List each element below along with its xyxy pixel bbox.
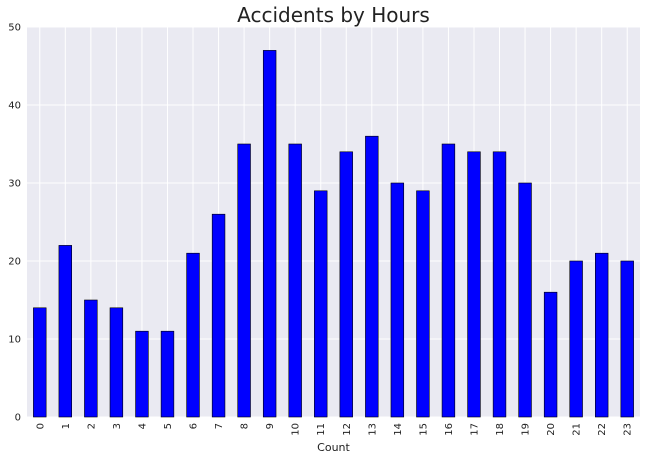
x-tick-label: 16	[444, 423, 455, 436]
bar-hour-5	[160, 330, 175, 418]
bar-hour-0	[33, 307, 47, 418]
bar-hour-12	[339, 151, 353, 418]
x-tick-label: 12	[342, 423, 353, 436]
x-tick-label: 5	[163, 423, 174, 429]
bar-hour-7	[211, 213, 226, 418]
bar-hour-8	[237, 143, 251, 418]
bar-hour-9	[262, 50, 277, 418]
x-tick-label: 22	[597, 423, 608, 436]
x-tick-label: 1	[61, 423, 72, 429]
x-axis-label: Count	[317, 441, 350, 454]
x-tick-label: 20	[546, 423, 557, 436]
bar-hour-1	[58, 245, 72, 418]
bar-hour-15	[416, 190, 430, 418]
bar-hour-11	[314, 190, 328, 418]
x-tick-labels: 0 1 2 3 4 5 6 7 8 9 10 11 12 13 14 15 16 17 18 19 20 21 22 23	[35, 423, 633, 436]
x-tick-label: 10	[291, 423, 302, 436]
x-tick-label: 11	[316, 423, 327, 436]
bar-hour-22	[595, 252, 609, 418]
x-tick-label: 8	[240, 423, 251, 429]
y-tick-label: 30	[8, 179, 21, 190]
bar-hour-13	[365, 135, 379, 418]
x-tick-label: 4	[137, 423, 148, 429]
bar-hour-14	[390, 182, 405, 418]
bar-hour-23	[620, 260, 634, 418]
x-tick-label: 2	[86, 423, 97, 429]
bar-hour-10	[288, 143, 302, 418]
bar-hour-2	[84, 299, 98, 418]
x-tick-label: 17	[469, 423, 480, 436]
bar-hour-19	[518, 182, 532, 418]
y-tick-label: 0	[15, 413, 21, 424]
y-tick-label: 20	[8, 257, 21, 268]
x-tick-label: 0	[35, 423, 46, 429]
y-tick-labels: 0 10 20 30 40 50	[8, 23, 21, 424]
y-tick-label: 10	[8, 335, 21, 346]
bar-hour-3	[109, 307, 124, 418]
y-tick-label: 50	[8, 23, 21, 34]
x-tick-label: 14	[393, 423, 404, 436]
bar-hour-21	[569, 260, 583, 418]
x-tick-label: 23	[623, 423, 634, 436]
x-tick-label: 18	[495, 423, 506, 436]
chart-title: Accidents by Hours	[237, 3, 430, 27]
x-tick-label: 15	[418, 423, 429, 436]
y-tick-label: 40	[8, 101, 21, 112]
bar-hour-6	[186, 252, 200, 418]
bar-hour-17	[467, 151, 481, 418]
x-tick-label: 21	[572, 423, 583, 436]
x-tick-label: 7	[214, 423, 225, 429]
bars	[33, 50, 634, 418]
x-tick-label: 13	[367, 423, 378, 436]
x-tick-label: 6	[189, 423, 200, 429]
bar-hour-18	[492, 151, 507, 418]
x-tick-label: 9	[265, 423, 276, 429]
bar-hour-16	[441, 143, 456, 418]
plot-background	[27, 27, 640, 417]
x-tick-label: 19	[521, 423, 532, 436]
x-tick-label: 3	[112, 423, 123, 429]
bar-hour-20	[543, 291, 558, 418]
bar-hour-4	[135, 330, 149, 418]
